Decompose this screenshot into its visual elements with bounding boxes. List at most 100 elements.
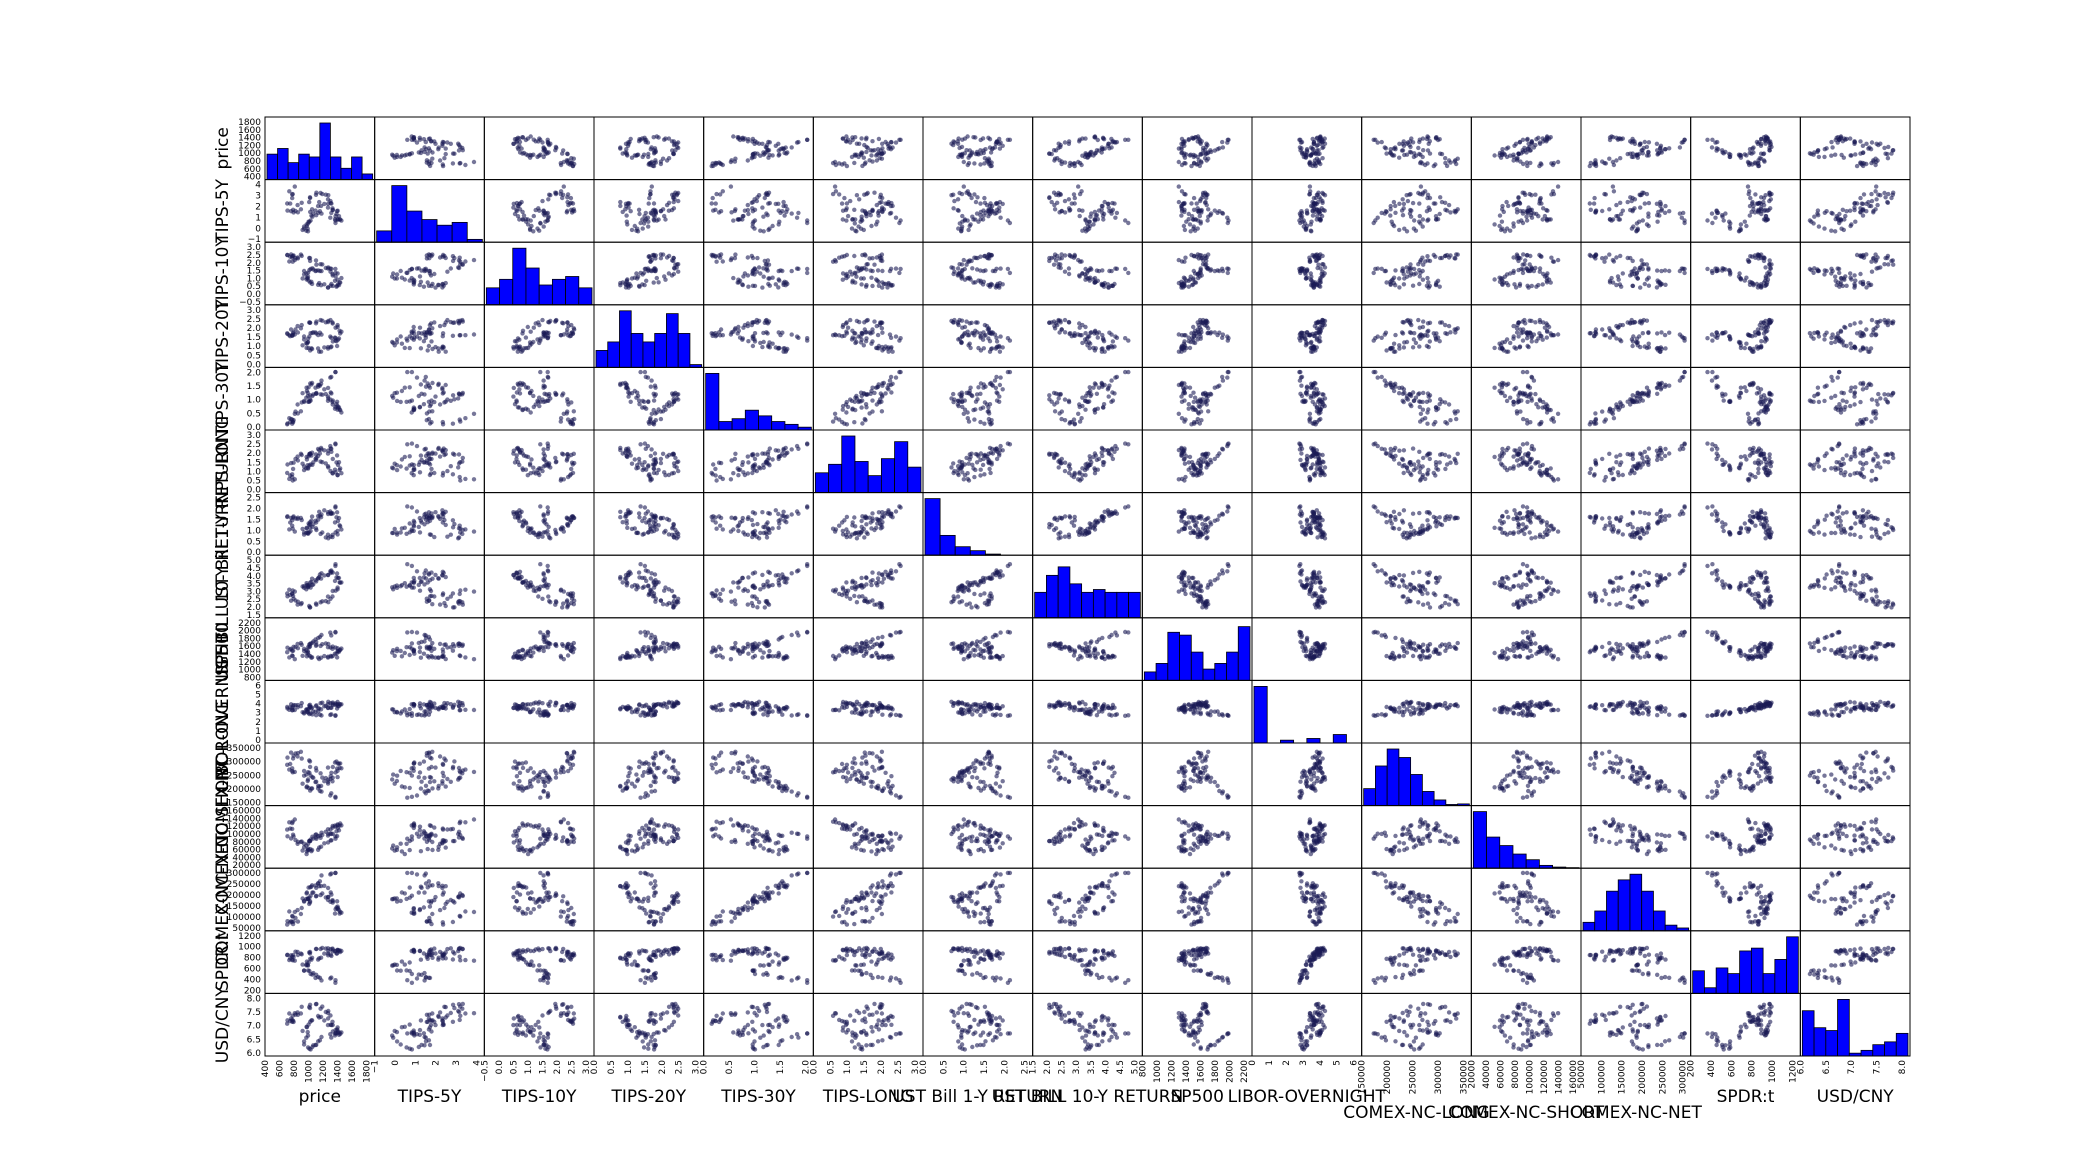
- scatter-point: [333, 338, 338, 343]
- scatter-point: [1208, 213, 1213, 218]
- scatter-point: [1076, 184, 1081, 189]
- scatter-point: [1126, 338, 1131, 343]
- scatter-point: [1705, 218, 1710, 223]
- scatter-point: [970, 266, 975, 271]
- scatter-point: [872, 319, 877, 324]
- scatter-point: [1720, 213, 1725, 218]
- scatter-point: [538, 220, 543, 226]
- scatter-point: [1404, 274, 1410, 279]
- scatter-point: [1186, 284, 1192, 289]
- scatter-point: [405, 137, 410, 142]
- scatter-point: [409, 266, 415, 272]
- scatter-point: [959, 144, 965, 150]
- scatter-point: [1307, 184, 1313, 189]
- scatter-point: [1833, 278, 1838, 283]
- scatter-point: [853, 340, 858, 346]
- scatter-point: [1007, 338, 1013, 343]
- scatter-point: [729, 158, 734, 163]
- scatter-point: [1055, 156, 1060, 161]
- scatter-point: [1767, 198, 1772, 204]
- scatter-point: [427, 421, 433, 426]
- scatter-point: [848, 198, 853, 204]
- scatter-point: [951, 391, 956, 397]
- scatter-point: [638, 369, 643, 375]
- hist-bar-tips-20y-0: [595, 350, 609, 368]
- scatter-point: [1524, 137, 1530, 142]
- scatter-point: [976, 385, 981, 390]
- scatter-point: [1852, 140, 1858, 145]
- scatter-point: [436, 147, 441, 152]
- scatter-point: [1548, 217, 1553, 222]
- scatter-point: [1077, 160, 1083, 166]
- scatter-point: [553, 144, 559, 150]
- scatter-point: [1424, 136, 1430, 142]
- scatter-point: [629, 155, 635, 160]
- scatter-point: [642, 266, 648, 272]
- scatter-point: [553, 318, 559, 323]
- scatter-point: [998, 215, 1003, 220]
- scatter-point: [463, 333, 468, 338]
- scatter-point: [565, 195, 570, 200]
- hist-bar-price-5: [319, 122, 331, 180]
- scatter-point: [1848, 271, 1853, 276]
- scatter-point: [964, 262, 969, 267]
- scatter-point: [1425, 333, 1430, 338]
- scatter-point: [1504, 154, 1510, 160]
- scatter-point: [629, 227, 635, 233]
- scatter-point: [1189, 163, 1194, 169]
- scatter-point: [1714, 146, 1719, 151]
- scatter-point: [319, 332, 324, 337]
- scatter-point: [1095, 406, 1101, 411]
- scatter-point: [405, 338, 410, 343]
- scatter-point: [629, 276, 635, 281]
- scatter-point: [987, 339, 993, 344]
- scatter-point: [1638, 205, 1643, 210]
- scatter-point: [436, 346, 441, 351]
- scatter-point: [877, 156, 882, 161]
- scatter-point: [1421, 319, 1426, 324]
- scatter-point: [1455, 207, 1460, 212]
- scatter-point: [1868, 203, 1874, 209]
- scatter-point: [1371, 338, 1376, 343]
- scatter-point: [314, 190, 319, 195]
- scatter-point: [325, 201, 331, 206]
- scatter-point: [1455, 156, 1460, 161]
- scatter-point: [1397, 343, 1402, 348]
- scatter-point: [1388, 147, 1393, 152]
- scatter-point: [962, 331, 967, 336]
- scatter-point: [956, 322, 961, 328]
- scatter-point: [1506, 283, 1511, 288]
- scatter-point: [531, 325, 536, 330]
- scatter-point: [646, 419, 651, 425]
- scatter-point: [1109, 268, 1114, 274]
- scatter-point: [1761, 151, 1767, 156]
- scatter-point: [652, 383, 658, 388]
- scatter-point: [670, 258, 675, 263]
- scatter-point: [299, 322, 304, 328]
- scatter-point: [997, 199, 1003, 205]
- hist-bar-tips-5y-4: [436, 224, 453, 243]
- scatter-point: [1100, 332, 1105, 338]
- scatter-point: [789, 211, 794, 216]
- scatter-point: [1179, 346, 1184, 351]
- scatter-point: [1618, 253, 1623, 259]
- scatter-point: [1077, 191, 1083, 197]
- scatter-point: [1308, 228, 1314, 233]
- scatter-point: [1824, 268, 1829, 274]
- scatter-point: [315, 203, 321, 209]
- scatter-point: [1555, 159, 1561, 165]
- scatter-point: [538, 152, 543, 157]
- scatter-point: [527, 390, 533, 395]
- scatter-point: [656, 135, 661, 140]
- scatter-point: [1418, 184, 1424, 189]
- scatter-point: [880, 383, 885, 388]
- scatter-point: [1710, 137, 1715, 142]
- scatter-point: [1822, 154, 1827, 160]
- scatter-point: [1883, 255, 1888, 261]
- scatter-point: [796, 210, 801, 216]
- scatter-point: [1644, 318, 1650, 323]
- scatter-point: [1187, 385, 1193, 390]
- scatter-point: [1868, 282, 1874, 287]
- scatter-point: [456, 258, 462, 263]
- scatter-point: [1663, 203, 1668, 209]
